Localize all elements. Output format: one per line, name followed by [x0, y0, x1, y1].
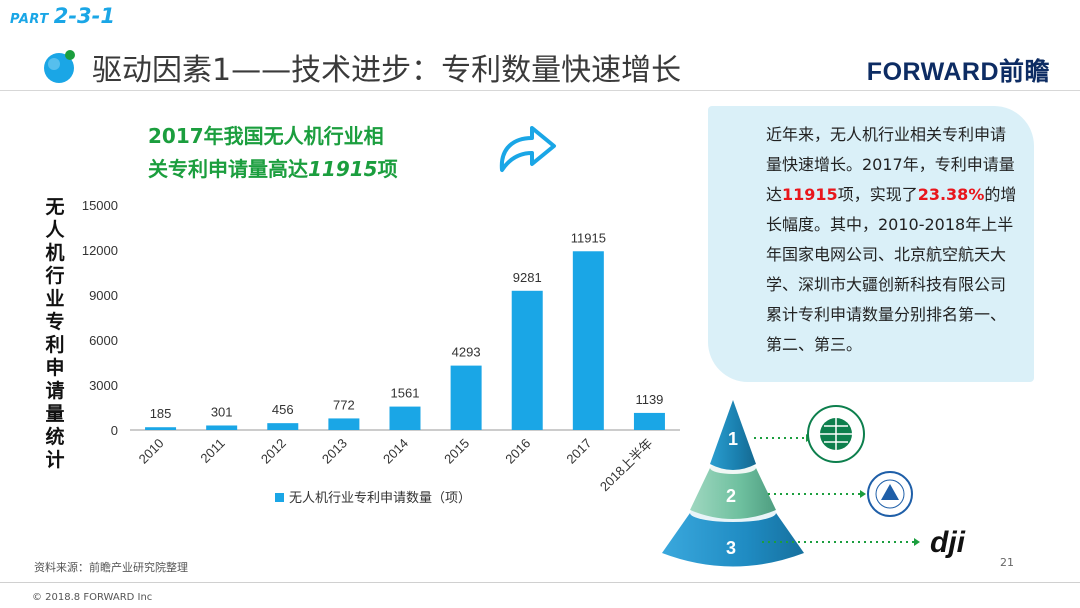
y-tick-label: 12000: [82, 243, 118, 258]
data-label: 185: [150, 406, 172, 421]
copyright: © 2018.8 FORWARD Inc: [32, 592, 153, 603]
y-tick-label: 6000: [89, 333, 118, 348]
info-highlight-count: 11915: [782, 185, 838, 204]
y-tick-label: 3000: [89, 378, 118, 393]
legend-swatch: [275, 493, 284, 502]
bar: [389, 406, 421, 430]
y-ticks: 0 3000 6000 9000 12000 15000: [82, 198, 118, 438]
rank-1: 1: [728, 429, 738, 449]
bar: [267, 423, 299, 430]
x-tick-label: 2014: [380, 436, 411, 467]
data-label: 9281: [513, 270, 542, 285]
headline-text: 关专利申请量高达: [148, 157, 308, 181]
y-axis-label: 无人机行业专利申请量统计: [45, 196, 65, 471]
curved-arrow-icon: [499, 126, 556, 172]
part-prefix: PART: [10, 12, 54, 27]
x-tick-label: 2018上半年: [597, 436, 656, 495]
data-label: 4293: [452, 345, 481, 360]
bar: [572, 251, 604, 430]
bar: [511, 290, 543, 430]
y-tick-label: 0: [111, 423, 118, 438]
headline-number: 11915: [308, 157, 378, 181]
info-highlight-growth: 23.38%: [917, 185, 985, 204]
title-divider: [0, 90, 1080, 91]
chart-legend: 无人机行业专利申请数量（项）: [275, 487, 471, 506]
pyramid-tier-1: [710, 400, 756, 470]
footer-divider: [0, 582, 1080, 583]
ranking-pyramid: 1 2 3: [662, 400, 804, 567]
x-tick-label: 2017: [563, 436, 594, 467]
headline: 2017年我国无人机行业相 关专利申请量高达11915项: [148, 120, 408, 186]
y-tick-label: 15000: [82, 198, 118, 213]
x-tick-label: 2013: [319, 436, 350, 467]
x-tick-label: 2016: [502, 436, 533, 467]
rank-3: 3: [726, 538, 736, 558]
y-tick-label: 9000: [89, 288, 118, 303]
bar: [633, 412, 665, 430]
page-title: 驱动因素1——技术进步：专利数量快速增长: [92, 53, 682, 88]
data-label: 1139: [635, 392, 663, 407]
title-bar: 驱动因素1——技术进步：专利数量快速增长 FORWARD前瞻: [0, 40, 1080, 92]
info-part-2: 项，实现了: [837, 185, 918, 204]
part-label: PART 2-3-1: [10, 4, 115, 28]
data-label: 11915: [571, 230, 606, 245]
beihang-logo: [867, 471, 913, 517]
bar: [206, 425, 238, 430]
info-panel: [708, 106, 1034, 382]
bars: [145, 251, 665, 430]
x-tick-label: 2012: [258, 436, 289, 467]
legend-label: 无人机行业专利申请数量（项）: [289, 491, 472, 506]
data-labels: 185 301 456 772 1561 4293 9281 11915 1139: [150, 230, 664, 421]
x-tick-label: 2015: [441, 436, 472, 467]
rank-2: 2: [726, 486, 736, 506]
x-ticks: 2010 2011 2012 2013 2014 2015 2016 2017 2018上半年: [136, 436, 656, 495]
headline-line-2: 关专利申请量高达11915项: [148, 153, 408, 186]
state-grid-logo: [807, 405, 865, 463]
pyramid-tier-3: [662, 513, 804, 567]
bar-chart: 0 3000 6000 9000 12000 15000 185 301 456 772 1561…: [82, 198, 680, 495]
data-label: 1561: [391, 386, 420, 401]
info-part-3: 的增长幅度。其中，2010-2018年上半年国家电网公司、北京航空航天大学、深圳…: [766, 185, 1017, 354]
dji-logo: dji: [930, 526, 966, 559]
headline-unit: 项: [377, 157, 398, 181]
part-number: 2-3-1: [53, 4, 115, 28]
headline-line-1: 2017年我国无人机行业相: [148, 124, 384, 148]
pyramid-tier-2: [690, 468, 776, 519]
x-tick-label: 2011: [197, 436, 227, 466]
bar: [450, 365, 482, 430]
bar: [145, 427, 177, 430]
bubble-icon: [44, 50, 75, 83]
data-label: 456: [272, 402, 294, 417]
source-note: 资料来源：前瞻产业研究院整理: [34, 561, 188, 574]
data-label: 301: [211, 404, 233, 419]
x-tick-label: 2010: [136, 436, 167, 467]
info-text: 近年来，无人机行业相关专利申请量快速增长。2017年，专利申请量达11915项，…: [730, 120, 1020, 360]
info-part-1: 近年来，无人机行业相关专利申请量快速增长。2017年，专利申请量达: [766, 125, 1015, 204]
data-label: 772: [333, 397, 355, 412]
bar: [328, 418, 360, 430]
page-number: 21: [1000, 556, 1014, 569]
brand-logo: FORWARD前瞻: [866, 58, 1050, 86]
